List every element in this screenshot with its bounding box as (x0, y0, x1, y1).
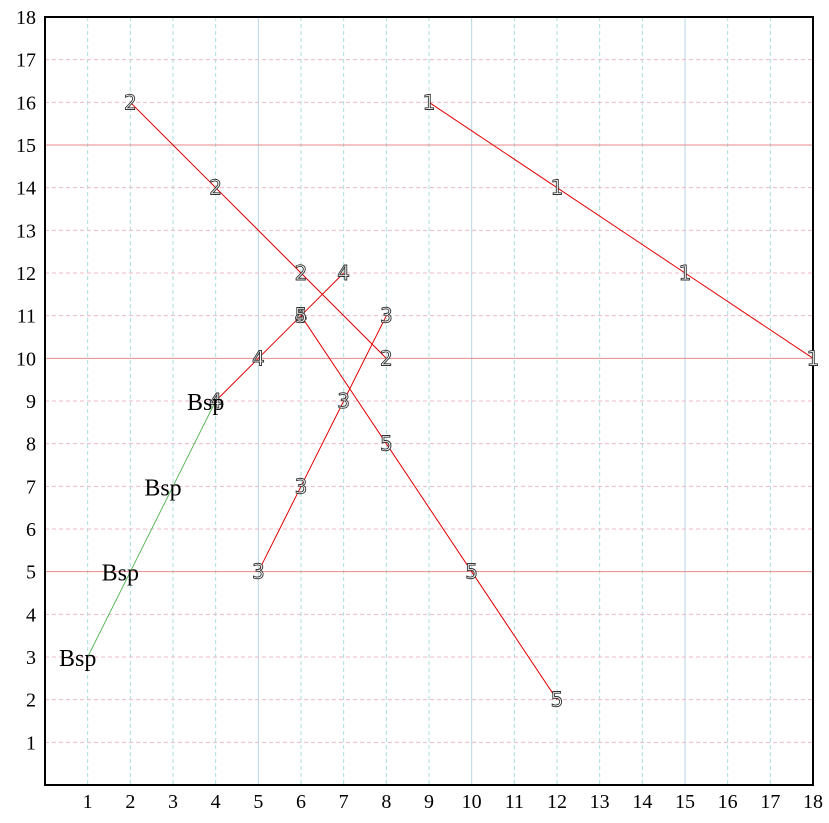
point-label-5: 5 (380, 432, 393, 456)
y-tick-label: 7 (26, 476, 36, 498)
y-tick-label: 10 (16, 348, 36, 370)
point-label-5: 5 (551, 688, 564, 712)
series-line-4 (215, 272, 345, 402)
grid (45, 17, 813, 785)
y-tick-label: 18 (16, 7, 36, 29)
point-label-5: 5 (465, 560, 478, 584)
y-tick-label: 2 (26, 690, 36, 712)
x-tick-label: 1 (83, 791, 93, 813)
plot-frame (44, 16, 814, 786)
x-tick-label: 6 (296, 791, 306, 813)
x-tick-label: 13 (590, 791, 610, 813)
y-tick-label: 4 (26, 604, 36, 626)
point-label-bsp: Bsp (144, 475, 181, 501)
point-label-3: 3 (337, 389, 350, 413)
point-label-2: 2 (209, 176, 222, 200)
x-tick-label: 11 (505, 791, 524, 813)
x-tick-label: 17 (760, 791, 780, 813)
y-tick-label: 1 (26, 732, 36, 754)
x-tick-label: 4 (211, 791, 221, 813)
x-tick-label: 16 (718, 791, 738, 813)
point-label-2: 2 (124, 90, 137, 114)
point-label-4: 4 (252, 346, 265, 370)
y-tick-label: 12 (16, 263, 36, 285)
x-tick-label: 3 (168, 791, 178, 813)
y-tick-label: 17 (16, 50, 36, 72)
x-tick-label: 15 (675, 791, 695, 813)
series-line-bsp (87, 400, 217, 658)
x-tick-label: 7 (339, 791, 349, 813)
x-tick-label: 10 (462, 791, 482, 813)
series-line-2 (129, 101, 387, 359)
y-tick-label: 6 (26, 519, 36, 541)
point-label-bsp: Bsp (59, 646, 96, 672)
x-tick-label: 8 (381, 791, 391, 813)
point-label-2: 2 (380, 346, 393, 370)
y-tick-label: 9 (26, 391, 36, 413)
y-tick-label: 3 (26, 647, 36, 669)
x-tick-label: 12 (547, 791, 567, 813)
point-label-2: 2 (295, 261, 308, 285)
point-label-bsp: Bsp (102, 561, 139, 587)
point-label-1: 1 (551, 176, 564, 200)
point-label-bsp: Bsp (187, 390, 224, 416)
point-label-1: 1 (679, 261, 692, 285)
y-tick-label: 13 (16, 220, 36, 242)
series-line-3 (257, 315, 387, 572)
point-label-4: 4 (295, 304, 308, 328)
series-line-5 (300, 315, 558, 700)
x-tick-label: 18 (803, 791, 823, 813)
y-tick-label: 5 (26, 562, 36, 584)
y-tick-label: 16 (16, 92, 36, 114)
point-label-3: 3 (295, 474, 308, 498)
y-tick-label: 15 (16, 135, 36, 157)
x-tick-label: 9 (424, 791, 434, 813)
series-line-1 (428, 101, 814, 359)
point-label-4: 4 (337, 261, 350, 285)
y-tick-label: 14 (16, 178, 36, 200)
point-label-4: 4 (209, 389, 222, 413)
x-tick-label: 14 (632, 791, 652, 813)
point-label-5: 5 (295, 304, 308, 328)
y-tick-label: 11 (17, 306, 36, 328)
x-tick-label: 5 (253, 791, 263, 813)
point-label-3: 3 (380, 304, 393, 328)
point-label-1: 1 (807, 346, 820, 370)
series-lines (87, 101, 814, 700)
axis-ticks: 1 2 3 4 5 6 7 8 9 10 11 12 13 14 15 16 17 181234567891011… (16, 7, 823, 813)
point-label-3: 3 (252, 560, 265, 584)
x-tick-label: 2 (125, 791, 135, 813)
y-tick-label: 8 (26, 434, 36, 456)
point-label-1: 1 (423, 90, 436, 114)
